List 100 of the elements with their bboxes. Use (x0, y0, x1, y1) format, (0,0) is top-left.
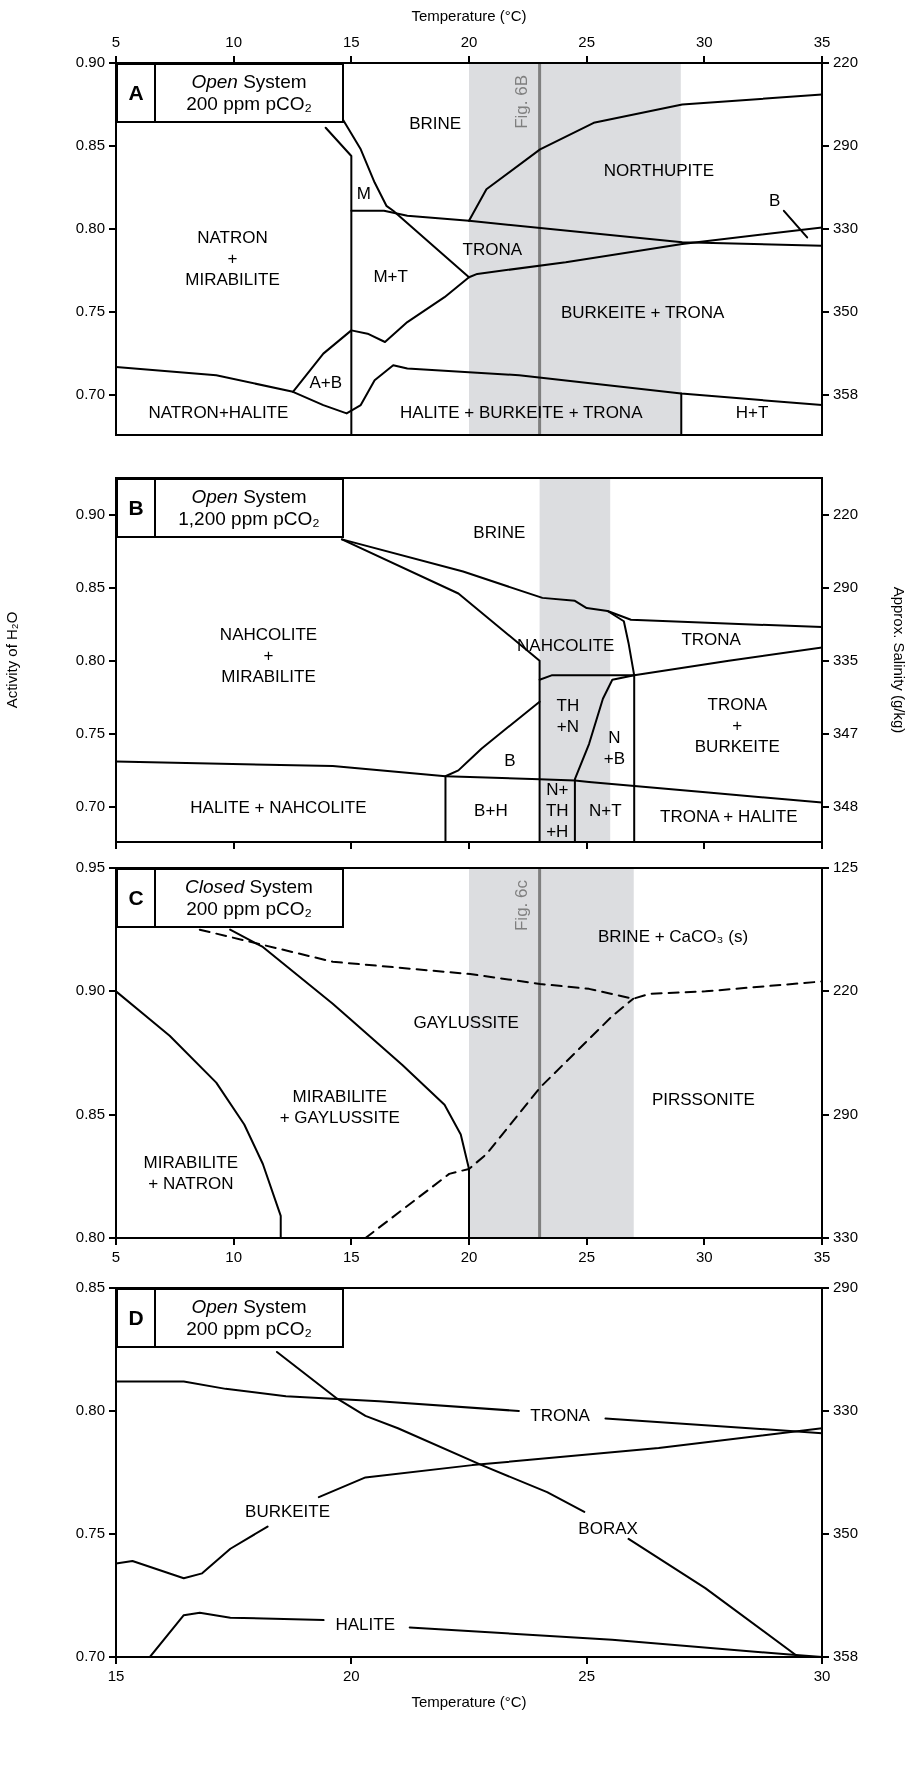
category-label: 350 (833, 1524, 859, 1542)
annotation: MIRABILITE + GAYLUSSITE (279, 1086, 400, 1127)
category-label: 290 (833, 1278, 859, 1296)
annotation: BRINE + CaCO₃ (s) (598, 926, 749, 946)
x-tick-label: 10 (225, 1248, 243, 1266)
y-tick-label: 0.75 (75, 723, 105, 741)
text: Closed System 200 ppm pCO₂ (184, 876, 314, 920)
annotation: N+ TH +H (545, 780, 569, 842)
text: C (118, 870, 156, 926)
y-tick-label: 0.85 (75, 1104, 105, 1122)
annotation: B (769, 190, 781, 210)
category-label: 330 (833, 219, 859, 237)
category-label: 290 (833, 136, 859, 154)
annotation: BRINE (473, 523, 526, 543)
annotation: NATRON + MIRABILITE (185, 227, 280, 289)
x-tick-label: 20 (460, 1248, 478, 1266)
y2-axis-title: Approx. Salinity (g/kg) (890, 586, 908, 734)
x-tick-label: 20 (342, 1667, 360, 1685)
x-tick-label: 15 (107, 1667, 125, 1685)
category-label: 330 (833, 1228, 859, 1246)
y-tick-label: 0.85 (75, 1278, 105, 1296)
annotation: HALITE + BURKEITE + TRONA (400, 403, 644, 423)
y-tick-label: 0.95 (75, 858, 105, 876)
annotation: B+H (474, 801, 508, 821)
x-tick-label: 25 (578, 33, 596, 51)
annotation: H+T (735, 403, 769, 423)
category-label: 358 (833, 1647, 859, 1665)
y-tick-label: 0.80 (75, 1228, 105, 1246)
annotation: NORTHUPITE (603, 160, 715, 180)
category-label: 347 (833, 723, 859, 741)
category-label: 125 (833, 858, 859, 876)
category-label: 220 (833, 981, 859, 999)
x-tick-label: 15 (342, 33, 360, 51)
y-tick-label: 0.90 (75, 981, 105, 999)
annotation: TRONA (530, 1405, 591, 1425)
category-label: 220 (833, 504, 859, 522)
y-tick-label: 0.75 (75, 302, 105, 320)
x-tick-label: 20 (460, 33, 478, 51)
category-label: 220 (833, 53, 859, 71)
x-tick-label: 35 (813, 33, 831, 51)
annotation: MIRABILITE + NATRON (143, 1153, 239, 1194)
annotation: A+B (309, 373, 342, 393)
y-tick-label: 0.85 (75, 136, 105, 154)
x-axis-title: Temperature (°C) (411, 1693, 527, 1711)
category-label: 330 (833, 1401, 859, 1419)
annotation: TRONA + HALITE (660, 806, 798, 826)
category-label: 350 (833, 302, 859, 320)
x-tick-label: 30 (813, 1667, 831, 1685)
annotation: B (504, 751, 516, 771)
x-tick-label: 25 (578, 1248, 596, 1266)
annotation: N +B (603, 727, 626, 768)
text: A (118, 65, 156, 121)
x-tick-label: 5 (111, 1248, 121, 1266)
annotation: HALITE + NAHCOLITE (190, 798, 367, 818)
x-tick-label: 5 (111, 33, 121, 51)
x-tick-label: 25 (578, 1667, 596, 1685)
x-axis-title: Temperature (°C) (411, 7, 527, 25)
annotation: BRINE (409, 114, 462, 134)
y-tick-label: 0.70 (75, 797, 105, 815)
text: Open System 200 ppm pCO₂ (185, 71, 313, 115)
annotation: TRONA + BURKEITE (694, 695, 780, 757)
category-label: 358 (833, 385, 859, 403)
x-tick-label: 15 (342, 1248, 360, 1266)
annotation: BURKEITE (245, 1501, 331, 1521)
annotation: TRONA (681, 629, 742, 649)
annotation: BORAX (578, 1518, 638, 1538)
annotation: TRONA (462, 240, 523, 260)
y-tick-label: 0.75 (75, 1524, 105, 1542)
y-tick-label: 0.85 (75, 577, 105, 595)
x-tick-label: 10 (225, 33, 243, 51)
category-label: 348 (833, 797, 859, 815)
annotation: NATRON+HALITE (148, 403, 289, 423)
y-tick-label: 0.80 (75, 1401, 105, 1419)
category-label: 335 (833, 650, 859, 668)
annotation: GAYLUSSITE (413, 1013, 519, 1033)
x-tick-label: 30 (695, 1248, 713, 1266)
x-tick-label: 35 (813, 1248, 831, 1266)
y-tick-label: 0.90 (75, 504, 105, 522)
annotation: NAHCOLITE (517, 635, 615, 655)
text: B (118, 480, 156, 536)
annotation: HALITE (335, 1614, 395, 1634)
y-tick-label: 0.80 (75, 650, 105, 668)
text: Open System 1,200 ppm pCO₂ (177, 486, 321, 530)
y-tick-label: 0.70 (75, 385, 105, 403)
category-label: 290 (833, 1104, 859, 1122)
annotation: M (356, 184, 371, 203)
y-tick-label: 0.90 (75, 53, 105, 71)
y-tick-label: 0.70 (75, 1647, 105, 1665)
y-tick-label: 0.80 (75, 219, 105, 237)
ref-line-label: Fig. 6c (511, 879, 531, 932)
annotation: N+T (588, 801, 622, 821)
ref-line-label: Fig. 6B (511, 75, 531, 129)
annotation: BURKEITE + TRONA (560, 303, 726, 323)
text: Open System 200 ppm pCO₂ (185, 1296, 313, 1340)
text: D (118, 1290, 156, 1346)
y-axis-title: Activity of H₂O (3, 611, 21, 709)
category-label: 290 (833, 577, 859, 595)
annotation: PIRSSONITE (651, 1089, 755, 1109)
x-tick-label: 30 (695, 33, 713, 51)
annotation: M+T (373, 266, 408, 286)
